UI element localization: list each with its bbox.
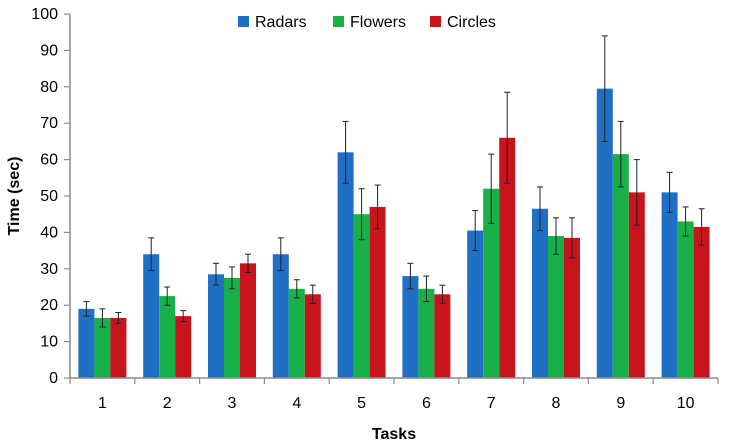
y-tick-label: 100 <box>31 6 58 23</box>
bar-flowers-task-1 <box>94 317 111 378</box>
bar-flowers-task-3 <box>224 277 240 378</box>
y-tick-label: 70 <box>40 115 58 132</box>
bar-circles-task-5 <box>369 206 386 378</box>
bar-radars-task-8 <box>532 208 548 378</box>
x-axis-title: Tasks <box>372 426 416 443</box>
bar-flowers-task-9 <box>612 154 629 378</box>
x-tick-label: 6 <box>422 395 431 412</box>
legend-swatch-flowers <box>333 16 344 27</box>
legend-swatch-radars <box>238 16 249 27</box>
y-tick-label: 90 <box>40 42 58 59</box>
legend-label-circles: Circles <box>447 14 496 31</box>
bar-circles-task-2 <box>175 316 192 378</box>
x-tick-label: 3 <box>228 395 237 412</box>
bar-flowers-task-10 <box>677 221 694 378</box>
bar-radars-task-5 <box>337 152 354 378</box>
x-tick-label: 2 <box>163 395 172 412</box>
bar-radars-task-6 <box>402 276 419 378</box>
y-tick-label: 40 <box>40 224 58 241</box>
x-tick-label: 4 <box>292 395 301 412</box>
x-tick-label: 10 <box>677 395 695 412</box>
bar-circles-task-3 <box>240 263 256 378</box>
bar-radars-task-1 <box>78 308 95 378</box>
x-tick-label: 5 <box>357 395 366 412</box>
bar-radars-task-2 <box>143 254 160 378</box>
legend-label-flowers: Flowers <box>350 14 406 31</box>
y-axis-ticks: 0 10 20 30 40 50 60 70 80 90 100 <box>31 6 70 387</box>
x-tick-label: 7 <box>487 395 496 412</box>
y-tick-label: 80 <box>40 79 58 96</box>
bars <box>78 35 710 379</box>
x-axis-ticks: 1 2 3 4 5 6 7 8 9 10 <box>69 378 719 412</box>
y-tick-label: 10 <box>40 334 58 351</box>
bar-flowers-task-2 <box>159 296 176 378</box>
y-axis-title: Time (sec) <box>6 157 23 236</box>
bar-radars-task-10 <box>661 192 678 378</box>
bar-circles-task-1 <box>110 317 127 378</box>
bar-radars-task-4 <box>272 254 289 378</box>
bar-circles-task-7 <box>499 137 516 378</box>
legend: Radars Flowers Circles <box>238 14 496 31</box>
bar-radars-task-7 <box>467 230 484 378</box>
legend-swatch-circles <box>430 16 441 27</box>
bar-radars-task-3 <box>208 274 224 378</box>
bar-flowers-task-4 <box>288 288 305 378</box>
bar-circles-task-9 <box>628 192 645 378</box>
y-tick-label: 50 <box>40 188 58 205</box>
legend-label-radars: Radars <box>255 14 307 31</box>
y-tick-label: 60 <box>40 152 58 169</box>
bar-circles-task-8 <box>564 237 580 378</box>
bar-circles-task-10 <box>693 226 710 378</box>
bar-circles-task-6 <box>434 294 451 378</box>
x-tick-label: 8 <box>552 395 561 412</box>
bar-flowers-task-7 <box>483 188 500 378</box>
bar-circles-task-4 <box>304 294 321 378</box>
bar-flowers-task-8 <box>548 236 564 378</box>
x-tick-label: 9 <box>616 395 625 412</box>
y-tick-label: 30 <box>40 261 58 278</box>
y-tick-label: 0 <box>49 370 58 387</box>
bar-flowers-task-5 <box>353 214 370 378</box>
bar-radars-task-9 <box>596 88 613 379</box>
y-tick-label: 20 <box>40 297 58 314</box>
x-tick-label: 1 <box>98 395 107 412</box>
bar-flowers-task-6 <box>418 288 435 378</box>
